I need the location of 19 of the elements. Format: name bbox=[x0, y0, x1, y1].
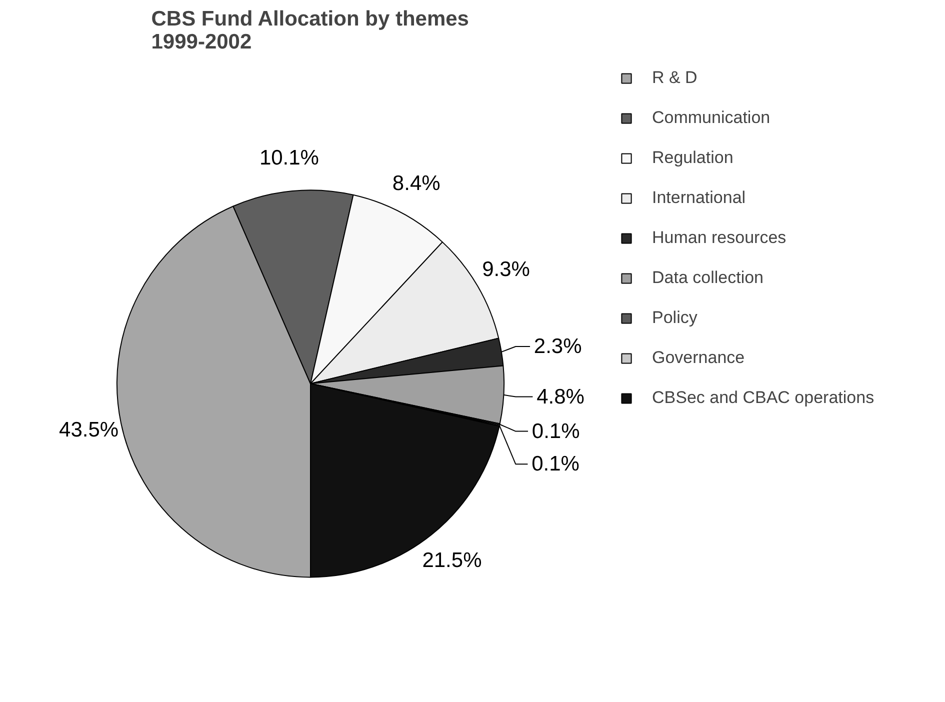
data-label: 43.5% bbox=[59, 418, 119, 442]
legend-label: Regulation bbox=[652, 148, 734, 168]
legend-label: International bbox=[652, 188, 746, 208]
data-label: 10.1% bbox=[259, 146, 319, 170]
data-label: 2.3% bbox=[534, 335, 582, 358]
legend-label: CBSec and CBAC operations bbox=[652, 388, 874, 408]
data-label: 9.3% bbox=[482, 258, 530, 281]
data-label: 8.4% bbox=[392, 172, 440, 195]
legend-label: Human resources bbox=[652, 228, 786, 248]
legend-label: Data collection bbox=[652, 268, 764, 288]
data-label: 21.5% bbox=[422, 548, 482, 572]
data-label: 0.1% bbox=[532, 420, 580, 443]
legend-label: R & D bbox=[652, 68, 698, 88]
legend-label: Governance bbox=[652, 348, 745, 368]
legend-label: Communication bbox=[652, 108, 770, 128]
chart-title: CBS Fund Allocation by themes 1999-2002 bbox=[151, 8, 469, 54]
data-label: 0.1% bbox=[532, 452, 580, 476]
data-label: 4.8% bbox=[536, 385, 584, 408]
legend-label: Policy bbox=[652, 308, 698, 328]
